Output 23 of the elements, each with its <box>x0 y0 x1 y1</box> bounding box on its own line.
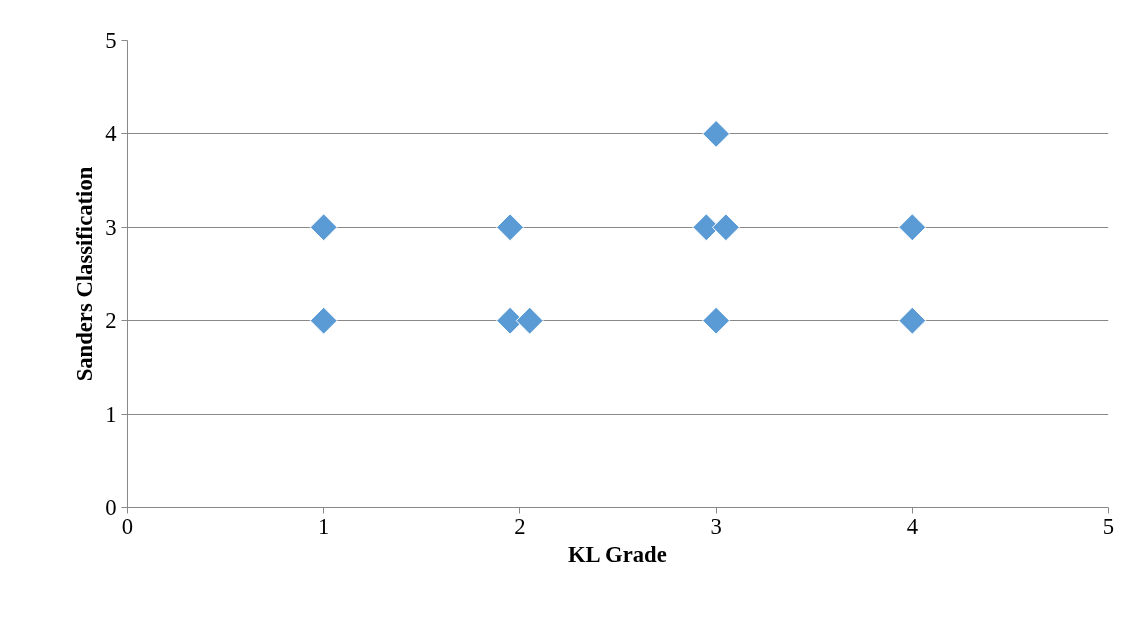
x-axis-title: KL Grade <box>567 541 667 567</box>
x-tick-label: 0 <box>121 513 134 539</box>
y-tick-label: 0 <box>105 495 117 520</box>
y-tick-label: 2 <box>105 308 117 334</box>
y-tick-label: 1 <box>105 401 117 427</box>
x-tick-label: 4 <box>906 513 918 539</box>
y-tick-label: 5 <box>105 28 117 53</box>
point <box>711 213 740 242</box>
x-tick-label: 3 <box>710 513 722 539</box>
x-tick-label: 5 <box>1102 513 1115 539</box>
point <box>898 306 927 335</box>
y-axis-title: Sanders Classification <box>72 166 98 382</box>
point <box>309 213 338 242</box>
x-tick-label: 1 <box>318 513 330 539</box>
point <box>702 306 731 335</box>
point <box>496 213 525 242</box>
point <box>515 306 544 335</box>
point <box>898 213 927 242</box>
y-tick-label: 3 <box>105 214 117 240</box>
x-tick-label: 2 <box>514 513 526 539</box>
point <box>702 119 731 148</box>
point <box>309 306 338 335</box>
y-tick-label: 4 <box>105 121 117 147</box>
